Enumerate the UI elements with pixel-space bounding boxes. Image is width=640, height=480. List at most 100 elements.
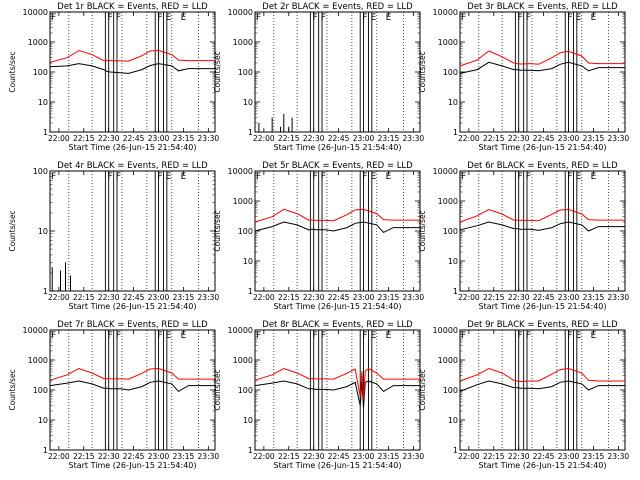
det-8r-band-0 (309, 329, 315, 451)
det-9r-xtick-label-6: 23:30 (608, 452, 630, 461)
det-9r-xtick-label-5: 23:15 (583, 452, 605, 461)
det-7r-ytick-label: 1 (43, 446, 48, 455)
det-1r-ylabel: Counts/sec (8, 51, 17, 92)
det-2r-xtick-label-6: 23:30 (403, 134, 425, 143)
det-1r-band-3 (163, 11, 168, 133)
det-8r-frame (254, 329, 421, 451)
det-4r-xtick-label-3: 22:45 (123, 293, 145, 302)
det-8r-marker-e-4: E (371, 331, 377, 341)
det-4r-ytick-label: 100 (33, 167, 48, 176)
det-7r-band-3 (163, 329, 168, 451)
det-1r-title: Det 1r BLACK = Events, RED = LLD (57, 2, 208, 12)
det-8r-marker-f-2: F (321, 331, 326, 341)
det-7r-band-0 (104, 329, 110, 451)
det-8r-ytick-label: 10 (243, 416, 253, 425)
det-9r-title: Det 9r BLACK = Events, RED = LLD (467, 320, 618, 330)
det-1r-xtick-label-1: 22:15 (73, 134, 95, 143)
det-4r-band-0 (104, 170, 110, 292)
det-5r-title: Det 5r BLACK = Events, RED = LLD (262, 161, 413, 171)
det-5r-marker-f-1: F (313, 172, 318, 182)
det-7r-xtick-label-1: 22:15 (73, 452, 95, 461)
det-4r-xtick-label-4: 23:00 (148, 293, 170, 302)
det-1r-xlabel: Start Time (26-Jun-15 21:54:40) (69, 143, 197, 152)
det-1r-marker-e-5: E (181, 13, 187, 23)
det-7r-ytick-label: 1000 (28, 356, 48, 365)
det-2r-xtick-label-3: 22:45 (328, 134, 350, 143)
det-1r-xtick-label-3: 22:45 (123, 134, 145, 143)
det-2r-ytick-label: 10000 (228, 8, 253, 17)
det-2r-ytick-label: 1000 (233, 38, 253, 47)
det-9r-ytick-label: 1 (453, 446, 458, 455)
det-7r-marker-f-2: F (116, 331, 121, 341)
det-4r-xtick-label-5: 23:15 (173, 293, 195, 302)
det-9r-ytick-label: 10 (448, 416, 458, 425)
det-5r-band-3 (368, 170, 373, 292)
det-7r-ytick-label: 10 (38, 416, 48, 425)
det-7r-xtick-label-0: 22:00 (48, 452, 70, 461)
det-7r-xtick-label-3: 22:45 (123, 452, 145, 461)
det-1r-xtick-label-6: 23:30 (198, 134, 220, 143)
det-5r-ytick-label: 10000 (228, 167, 253, 176)
det-5r-xtick-label-6: 23:30 (403, 293, 425, 302)
det-5r-marker-e-4: E (371, 172, 377, 182)
det-7r-band-1 (113, 329, 118, 451)
det-8r-band-1 (318, 329, 323, 451)
det-6r-marker-e-5: E (591, 172, 597, 182)
det-6r-marker-f-0: F (461, 172, 466, 182)
det-6r-title: Det 6r BLACK = Events, RED = LLD (467, 161, 618, 171)
det-3r-xtick-label-1: 22:15 (483, 134, 505, 143)
det-4r-ylabel: Counts/sec (8, 210, 17, 251)
det-5r-ytick-label: 1000 (233, 197, 253, 206)
det-3r-band-3 (573, 11, 578, 133)
det-3r-frame (459, 11, 626, 133)
det-3r-xlabel: Start Time (26-Jun-15 21:54:40) (479, 143, 607, 152)
det-9r-marker-f-2: F (526, 331, 531, 341)
det-3r-marker-e-4: E (576, 13, 582, 23)
det-9r-ylabel: Counts/sec (418, 369, 427, 410)
det-2r-ytick-label: 1 (248, 128, 253, 137)
det-7r-marker-f-0: F (51, 331, 56, 341)
det-1r-marker-f-2: F (116, 13, 121, 23)
det-9r-frame (459, 329, 626, 451)
det-8r-ytick-label: 1 (248, 446, 253, 455)
det-9r-xtick-label-0: 22:00 (458, 452, 480, 461)
det-8r-ytick-label: 10000 (228, 326, 253, 335)
det-5r-xtick-label-4: 23:00 (353, 293, 375, 302)
det-2r-xtick-label-0: 22:00 (253, 134, 275, 143)
det-9r-marker-f-0: F (461, 331, 466, 341)
det-6r-frame (459, 170, 626, 292)
det-9r-lld-line (459, 367, 625, 383)
det-8r-xtick-label-1: 22:15 (278, 452, 300, 461)
det-8r-ytick-label: 1000 (233, 356, 253, 365)
det-4r-marker-f-3: F (157, 172, 162, 182)
det-1r-xtick-label-0: 22:00 (48, 134, 70, 143)
det-1r-xtick-label-5: 23:15 (173, 134, 195, 143)
det-3r-xtick-label-3: 22:45 (533, 134, 555, 143)
det-3r-xtick-label-6: 23:30 (608, 134, 630, 143)
det-1r-marker-f-3: F (157, 13, 162, 23)
det-8r-ylabel: Counts/sec (213, 369, 222, 410)
det-7r-marker-e-4: E (166, 331, 172, 341)
det-3r-marker-e-5: E (591, 13, 597, 23)
det-6r-marker-f-1: F (518, 172, 523, 182)
det-6r-xlabel: Start Time (26-Jun-15 21:54:40) (479, 302, 607, 311)
det-3r-ytick-label: 10 (448, 98, 458, 107)
det-5r-xtick-label-0: 22:00 (253, 293, 275, 302)
det-4r-marker-f-1: F (108, 172, 113, 182)
det-8r-xtick-label-3: 22:45 (328, 452, 350, 461)
det-8r-xtick-label-6: 23:30 (403, 452, 425, 461)
det-1r-band-2 (154, 11, 159, 133)
det-8r-marker-e-5: E (386, 331, 392, 341)
det-6r-xtick-label-0: 22:00 (458, 293, 480, 302)
det-6r-xtick-label-4: 23:00 (558, 293, 580, 302)
det-6r-ytick-label: 10000 (433, 167, 458, 176)
det-2r-band-3 (368, 11, 373, 133)
det-9r-xtick-label-2: 22:30 (508, 452, 530, 461)
det-7r-title: Det 7r BLACK = Events, RED = LLD (57, 320, 208, 330)
det-7r-marker-f-3: F (157, 331, 162, 341)
